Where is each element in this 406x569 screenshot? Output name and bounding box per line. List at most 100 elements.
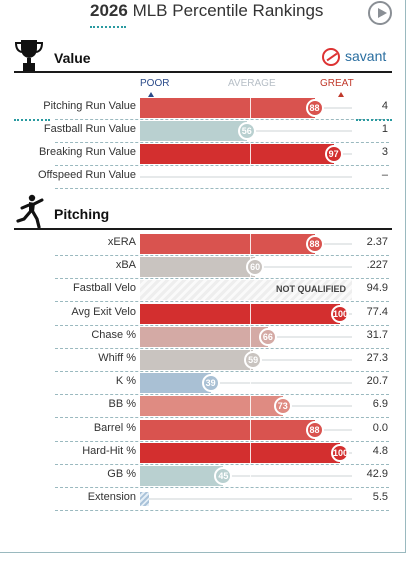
- metric-row-offspeed-run-value[interactable]: Offspeed Run Value –: [0, 167, 406, 187]
- average-line: [250, 303, 251, 324]
- metric-label: Whiff %: [98, 352, 136, 364]
- row-separator: [55, 255, 389, 256]
- percentile-circle: 66: [258, 327, 277, 346]
- savant-logo-icon: [322, 48, 340, 66]
- metric-row-breaking-run-value[interactable]: Breaking Run Value 97 3: [0, 144, 406, 164]
- percentile-circle: 88: [305, 420, 324, 439]
- metric-label: Offspeed Run Value: [37, 169, 136, 181]
- metric-row-whiff-pct[interactable]: Whiff % 59 27.3: [0, 350, 406, 370]
- metric-row-fastball-velo[interactable]: Fastball Velo NOT QUALIFIED 94.9: [0, 280, 406, 301]
- percentile-bar: [140, 396, 283, 417]
- average-line: [250, 419, 251, 440]
- metric-label: K %: [115, 375, 136, 388]
- savant-brand-text: savant: [345, 48, 387, 64]
- title-underline: [90, 26, 126, 28]
- metric-row-xera[interactable]: xERA 88 2.37: [0, 234, 406, 254]
- metric-value: 27.3: [366, 352, 388, 364]
- title-year: 2026: [90, 1, 128, 20]
- percentile-track: [140, 475, 352, 477]
- metric-label: Barrel %: [93, 421, 136, 434]
- metric-value: 5.5: [372, 491, 388, 504]
- metric-label: Extension: [87, 491, 136, 504]
- metric-label: Pitching Run Value: [43, 100, 136, 112]
- metric-label: Hard-Hit %: [82, 444, 136, 457]
- separator-accent: [14, 119, 50, 121]
- metric-label: Breaking Run Value: [38, 146, 136, 158]
- extension-marker: [140, 492, 149, 507]
- percentile-bar: [140, 257, 256, 278]
- average-line: [250, 144, 251, 164]
- row-separator: [55, 188, 389, 189]
- metric-value: 20.7: [366, 375, 388, 388]
- row-separator: [55, 301, 389, 303]
- pitching-section-header: Pitching: [14, 194, 392, 228]
- percentile-track: [140, 382, 352, 385]
- row-separator: [55, 119, 389, 120]
- value-section-header: Value: [14, 38, 392, 72]
- percentile-bar: [140, 303, 340, 324]
- metric-row-gb-pct[interactable]: GB % 45 42.9: [0, 466, 406, 486]
- row-separator: [55, 347, 389, 349]
- average-line: [250, 442, 251, 463]
- percentile-circle: 100: [331, 304, 349, 323]
- row-separator: [55, 440, 389, 442]
- pitcher-icon: [16, 194, 44, 228]
- page-title: 2026 MLB Percentile Rankings: [90, 1, 323, 21]
- row-separator: [55, 394, 389, 396]
- metric-value: 0.0: [372, 421, 388, 434]
- percentile-circle: 73: [273, 397, 292, 416]
- metric-row-extension[interactable]: Extension 5.5: [0, 489, 406, 509]
- percentile-circle: 45: [214, 467, 233, 485]
- play-icon[interactable]: [368, 1, 392, 25]
- poor-marker-icon: [148, 92, 154, 97]
- percentile-circle: 56: [237, 122, 256, 140]
- metric-label: xBA: [115, 259, 136, 272]
- metric-row-barrel-pct[interactable]: Barrel % 88 0.0: [0, 419, 406, 440]
- metric-label: xERA: [107, 236, 136, 248]
- metric-row-hard-hit-pct[interactable]: Hard-Hit % 100 4.8: [0, 442, 406, 463]
- metric-label: GB %: [107, 468, 136, 480]
- title-text: MLB Percentile Rankings: [132, 1, 324, 20]
- percentile-circle: 60: [246, 258, 265, 277]
- value-section-divider: [14, 71, 392, 73]
- row-separator: [55, 487, 389, 488]
- metric-row-pitching-run-value[interactable]: Pitching Run Value 88 4: [0, 98, 406, 118]
- metric-value: 77.4: [366, 305, 388, 318]
- metric-value: 31.7: [366, 328, 388, 341]
- metric-label: Avg Exit Velo: [71, 305, 136, 318]
- metric-value: 42.9: [366, 468, 388, 480]
- metric-row-fastball-run-value[interactable]: Fastball Run Value 56 1: [0, 121, 406, 141]
- metric-row-bb-pct[interactable]: BB % 73 6.9: [0, 396, 406, 417]
- row-separator: [55, 371, 389, 372]
- savant-brand[interactable]: savant: [322, 48, 392, 68]
- percentile-circle: 88: [305, 235, 324, 253]
- metric-row-k-pct[interactable]: K % 39 20.7: [0, 373, 406, 394]
- row-separator: [55, 417, 389, 419]
- not-qualified-bar: [140, 280, 352, 301]
- percentile-scale-labels: POOR AVERAGE GREAT: [140, 78, 354, 92]
- percentile-bar: [140, 419, 315, 440]
- metric-value: 1: [381, 123, 388, 135]
- metric-label: Chase %: [91, 328, 136, 341]
- percentile-circle: 59: [244, 351, 263, 369]
- percentile-circle: 88: [305, 99, 324, 117]
- metric-value: 94.9: [366, 282, 388, 295]
- not-qualified-label: NOT QUALIFIED: [276, 284, 346, 295]
- metric-label: Fastball Run Value: [43, 123, 136, 135]
- metric-row-xba[interactable]: xBA 60 .227: [0, 257, 406, 278]
- percentile-bar: [140, 98, 315, 118]
- row-separator: [55, 278, 389, 280]
- row-separator: [55, 165, 389, 166]
- percentile-bar: [140, 442, 340, 463]
- pitching-section-title: Pitching: [54, 206, 110, 222]
- percentile-bar: [140, 144, 334, 164]
- percentile-track: [140, 498, 352, 501]
- metric-row-avg-exit-velo[interactable]: Avg Exit Velo 100 77.4: [0, 303, 406, 324]
- row-separator: [55, 463, 389, 465]
- metric-row-chase-pct[interactable]: Chase % 66 31.7: [0, 326, 406, 347]
- percentile-bar: [140, 234, 315, 254]
- metric-value: 2.37: [366, 236, 388, 248]
- row-separator: [55, 510, 389, 512]
- percentile-circle: 39: [201, 374, 220, 393]
